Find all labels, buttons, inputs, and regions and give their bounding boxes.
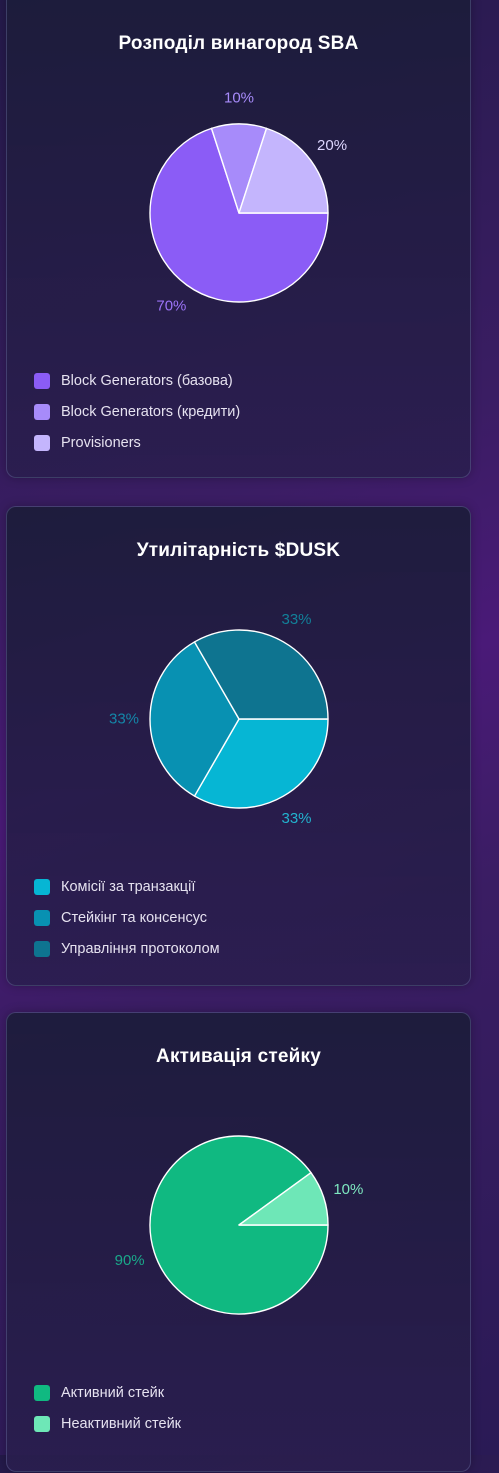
legend-item[interactable]: Provisioners (34, 427, 240, 458)
pie-chart: 33% 33% 33% (109, 611, 329, 827)
slice-percentage-label: 90% (115, 1252, 145, 1269)
slice-percentage-label: 70% (156, 298, 186, 315)
legend-label: Комісії за транзакції (61, 878, 196, 895)
legend-swatch (34, 403, 50, 420)
legend-item[interactable]: Block Generators (кредити) (34, 396, 240, 427)
pie-slice-комісії-за-транзакції[interactable] (193, 718, 329, 809)
pie-slice-block-generators-базова[interactable] (149, 127, 329, 303)
slice-percentage-label: 20% (317, 137, 347, 154)
legend-label: Стейкінг та консенсус (61, 909, 208, 926)
chart-legend: Активний стейк Неактивний стейк (34, 1377, 181, 1439)
chart-card-sba: Розподіл винагород SBA 70% 10% 20% Block G… (6, 0, 471, 478)
chart-legend: Комісії за транзакції Стейкінг та консенс… (34, 871, 220, 964)
legend-item[interactable]: Неактивний стейк (34, 1408, 181, 1439)
legend-label: Block Generators (кредити) (61, 403, 241, 420)
slice-percentage-label: 10% (224, 90, 254, 107)
legend-item[interactable]: Управління протоколом (34, 933, 220, 964)
legend-swatch (34, 909, 50, 926)
legend-swatch (34, 1415, 50, 1432)
slice-percentage-label: 33% (109, 711, 139, 728)
legend-label: Block Generators (базова) (61, 372, 233, 389)
chart-title: Активація стейку (156, 1046, 321, 1067)
legend-swatch (34, 878, 50, 895)
legend-label: Неактивний стейк (61, 1415, 182, 1432)
legend-swatch (34, 1384, 50, 1401)
chart-card-dusk-utility: Утилітарність $DUSK 33% 33% 33% Комісії за… (6, 506, 471, 986)
pie-slice-provisioners[interactable] (238, 127, 329, 214)
legend-item[interactable]: Активний стейк (34, 1377, 181, 1408)
slice-percentage-label: 33% (281, 611, 311, 628)
slice-percentage-label: 33% (281, 810, 311, 827)
pie-slice-управління-протоколом[interactable] (193, 629, 329, 720)
chart-card-stake-activation: Активація стейку 90% 10% Активний стейк Не… (6, 1012, 471, 1472)
slice-percentage-label: 10% (333, 1181, 363, 1198)
pie-slice-стейкінг-та-консенсус[interactable] (149, 641, 240, 797)
legend-swatch (34, 940, 50, 957)
legend-item[interactable]: Комісії за транзакції (34, 871, 220, 902)
chart-title: Розподіл винагород SBA (118, 33, 359, 54)
pie-slice-неактивний-стейк[interactable] (238, 1171, 329, 1226)
legend-item[interactable]: Стейкінг та консенсус (34, 902, 220, 933)
pie-chart: 90% 10% (115, 1135, 363, 1315)
legend-label: Активний стейк (61, 1384, 165, 1401)
chart-title: Утилітарність $DUSK (136, 540, 341, 561)
legend-item[interactable]: Block Generators (базова) (34, 365, 240, 396)
chart-legend: Block Generators (базова) Block Generator… (34, 365, 240, 458)
legend-swatch (34, 434, 50, 451)
legend-swatch (34, 372, 50, 389)
legend-label: Provisioners (61, 434, 141, 451)
pie-chart: 70% 10% 20% (149, 90, 347, 315)
legend-label: Управління протоколом (61, 940, 220, 957)
